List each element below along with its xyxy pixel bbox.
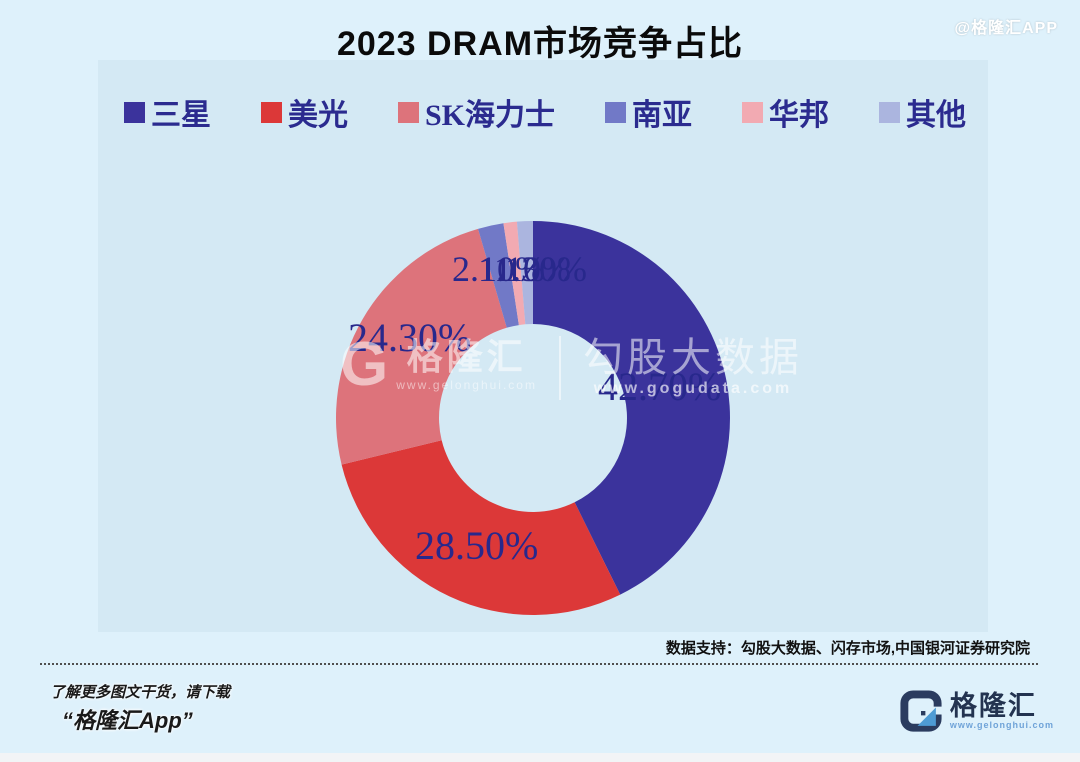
bottom-edge-strip [0,753,1080,762]
legend-item-others: 其他 [879,90,966,134]
promo-text-line1: 了解更多图文干货，请下载 [50,684,231,701]
legend-label-winbond: 华邦 [769,99,830,132]
top-right-watermark: @格隆汇APP [954,20,1058,37]
logo-brand-text: 格隆汇 [949,691,1037,721]
slice-label-others: 1.30% [494,249,587,289]
legend-item-micron: 美光 [261,90,348,134]
legend-swatch-micron [261,101,282,123]
legend-item-winbond: 华邦 [742,90,829,134]
donut-slice-5 [503,221,526,326]
gelonghui-g-logo-icon [900,690,942,732]
chart-legend: 三星 美光 SK海力士 南亚 华邦 其他 [124,90,966,134]
donut-chart [313,198,753,638]
logo-url-text: www.gelonghui.com [949,720,1054,730]
legend-item-samsung: 三星 [124,90,211,134]
legend-label-others: 其他 [906,99,967,132]
donut-svg [336,221,731,615]
legend-label-nanya: 南亚 [632,99,693,132]
donut-slice-6 [516,221,533,325]
legend-swatch-sk-hynix [398,101,419,123]
donut-slice-1 [533,221,731,595]
slice-label-samsung: 42.70% [598,364,722,409]
footer-divider [40,663,1038,665]
slice-label-winbond: 1.10% [478,249,571,289]
donut-slice-2 [341,440,621,615]
legend-swatch-nanya [605,101,627,123]
promo-text-line2: “格隆汇App” [62,708,193,733]
donut-slice-4 [478,223,519,328]
legend-item-nanya: 南亚 [605,90,692,134]
legend-item-sk-hynix: SK海力士 [398,90,555,134]
donut-slice-3 [336,228,507,465]
gelonghui-logo: 格隆汇 www.gelonghui.com [900,690,1054,732]
slice-label-micron: 28.50% [415,523,539,568]
legend-label-micron: 美光 [288,99,348,132]
chart-title: 2023 DRAM市场竞争占比 [336,25,744,63]
legend-swatch-winbond [742,101,764,123]
legend-label-sk-hynix: SK海力士 [425,99,556,132]
slice-label-sk-hynix: 24.30% [348,315,472,360]
legend-swatch-others [879,101,901,123]
legend-label-samsung: 三星 [151,99,211,132]
slice-label-nanya: 2.10% [452,249,545,289]
data-source-note: 数据支持：勾股大数据、闪存市场,中国银河证券研究院 [665,640,1030,657]
legend-swatch-samsung [124,101,145,123]
